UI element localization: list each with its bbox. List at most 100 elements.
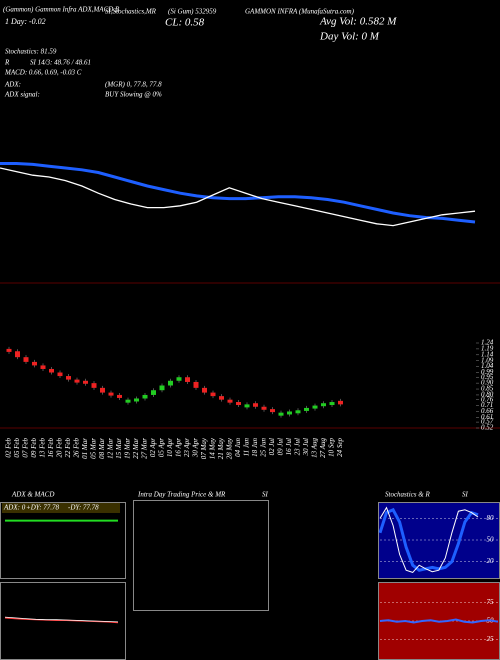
header-text: 1 Day: -0.02 [5,17,46,26]
header-text: ADX signal: [4,91,40,99]
y-tick-label: 0.52 [481,424,494,432]
candle [261,406,267,410]
candle [83,380,88,384]
candle [219,396,224,400]
y-tick-label: 0.71 [481,401,493,409]
x-tick-label: 08 Mar [98,438,106,459]
adx-panel [0,502,126,579]
x-tick-label: 23 Apr [183,438,191,457]
y-tick-label: 0.80 [481,391,494,399]
header-text: BUY Slowing @ 0% [105,91,162,99]
adx-label: -DY: 77.78 [68,504,99,512]
y-tick-label: 1.19 [481,345,494,353]
candle [202,387,207,393]
x-tick-label: 22 Feb [64,438,72,458]
x-tick-label: 27 Aug [319,438,327,458]
intraday-panel [133,500,269,611]
x-tick-label: 19 Mar [124,438,132,459]
y-tick-label: 0.90 [481,379,494,387]
stochastics-panel [378,502,500,579]
candle [49,368,54,373]
candle [210,392,216,397]
x-tick-label: 05 Feb [13,438,21,458]
candle [168,380,173,386]
candle [193,381,199,388]
header-text: Stochastics: 81.59 [5,48,57,56]
candle [6,348,12,352]
header-text: Avg Vol: 0.582 M [319,16,397,28]
x-tick-label: 16 Jul [285,438,293,455]
x-tick-label: 12 Mar [107,438,115,459]
x-tick-label: 25 Jun [260,438,268,457]
adx-label-box [2,503,120,513]
y-tick-label: 80 [487,514,495,522]
panel-title: Intra Day Trading Price & MR [137,491,226,499]
candle [134,398,139,402]
candle [329,402,335,406]
x-tick-label: 13 Aug [311,438,319,458]
header-text: (Si Gum) 532959 [168,8,217,16]
panel-title: ADX & MACD [11,491,54,499]
x-tick-label: 28 May [226,437,234,459]
price-line [0,162,476,224]
x-tick-label: 09 Feb [30,438,38,458]
panel-title: SI [462,491,469,499]
candle [32,361,37,366]
candle [100,387,105,393]
candle [40,365,46,369]
panel-title: Stochastics & R [385,491,430,499]
candle [91,383,97,388]
candle [244,404,250,408]
x-tick-label: 11 Jun [243,438,251,457]
candle [117,394,122,398]
x-tick-label: 05 Mar [90,438,98,459]
macd-line [4,616,119,623]
header-text: GAMMON INFRA (MunafaSutra.com) [245,8,355,16]
stochastics-line [379,506,479,573]
x-tick-label: 22 Mar [132,438,140,459]
x-tick-label: 04 Jun [234,438,242,457]
candle [295,410,301,414]
y-tick-label: 1.09 [481,356,494,364]
x-tick-label: 07 Feb [22,438,30,458]
x-tick-label: 10 Apr [166,438,174,457]
x-tick-label: 02 Jul [268,438,276,455]
x-tick-label: 23 Jul [294,438,302,455]
y-tick-label: 0.95 [481,373,494,381]
x-tick-label: 18 Jun [251,438,259,457]
candle [142,394,148,399]
candle [338,400,343,405]
adx-label: +DY: 77.78 [26,504,60,512]
x-tick-label: 01 Mar [81,438,89,459]
x-tick-label: 02 Feb [5,438,13,458]
candle [270,409,275,413]
header-text: ADX: [4,81,21,89]
x-tick-label: 24 Sep [336,438,344,457]
x-tick-label: 27 Mar [141,438,149,459]
candle [23,357,29,362]
x-tick-label: 16 Feb [47,438,55,458]
candle [159,385,165,391]
x-tick-label: 15 Mar [115,438,123,459]
y-tick-label: 0.61 [481,413,493,421]
y-tick-label: 20 [487,557,495,565]
candle [253,403,258,407]
candle [108,392,114,396]
x-tick-label: 07 May [200,437,208,459]
candle [125,399,131,403]
x-tick-label: 09 Jul [277,438,285,455]
price-line [0,167,476,227]
y-tick-label: 0.66 [481,407,494,415]
candle [74,379,80,383]
adx-label: ADX: 0 [3,504,26,512]
x-tick-label: 30 Apr [192,438,200,458]
x-tick-label: 05 Apr [158,438,166,457]
rsi-line [379,618,499,624]
candle [321,403,326,407]
y-tick-label: 1.24 [481,339,494,347]
candle [312,405,318,409]
header-text: (MGR) 0, 77.8, 77.8 [105,81,162,89]
candle [151,390,156,395]
candle [176,377,182,381]
